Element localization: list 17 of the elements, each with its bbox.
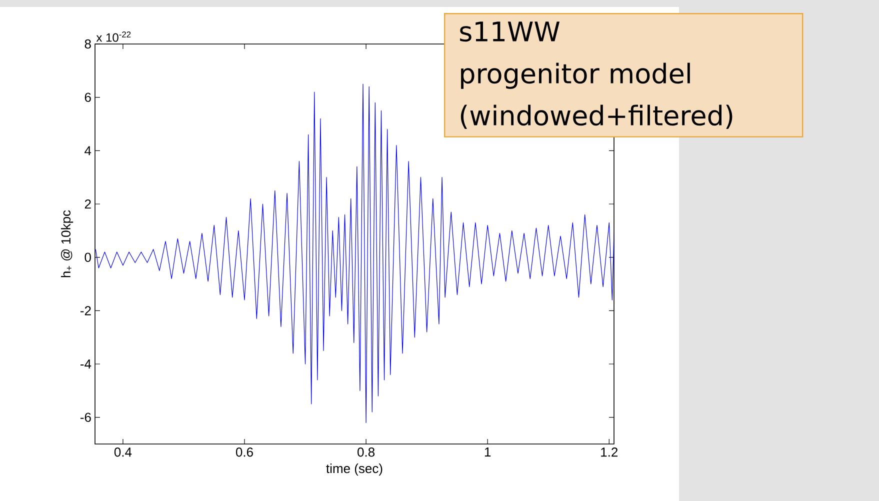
y-tick-label: 4 [84,146,92,156]
y-tick-label: 8 [84,39,91,49]
x-tick-label: 1 [484,448,491,456]
y-axis-title: h$_{+}$ @ 10kpc [60,210,74,278]
y-tick-label: 6 [84,92,91,102]
text: x 10$^{-22}$ [96,31,131,42]
annotation: s11WW progenitor model (windowed+filtered) [460,22,732,129]
x-tick-label: 0.4 [114,448,132,457]
x-tick-label: 0.8 [358,448,375,457]
y-tick-label: 0 [84,252,91,262]
x-tick-label: 0.6 [236,448,253,457]
x-axis-title: time (sec) [326,464,382,476]
y-tick-label: -6 [80,412,91,422]
x-tick-label: 1.2 [601,448,618,457]
y-tick-label: -2 [80,306,91,316]
y-tick-label: -4 [80,360,92,368]
y-tick-label: 2 [84,199,91,209]
